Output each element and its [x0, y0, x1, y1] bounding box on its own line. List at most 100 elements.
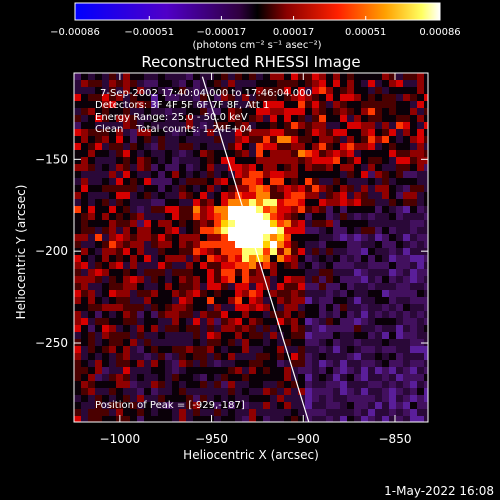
- heatmap-cell: [319, 80, 327, 88]
- heatmap-cell: [165, 101, 173, 109]
- heatmap-cell: [172, 353, 180, 361]
- heatmap-cell: [354, 73, 362, 81]
- heatmap-cell: [116, 136, 124, 144]
- heatmap-cell: [200, 80, 208, 88]
- heatmap-cell: [340, 248, 348, 256]
- heatmap-cell: [347, 171, 355, 179]
- heatmap-cell: [186, 388, 194, 396]
- heatmap-cell: [375, 87, 383, 95]
- heatmap-cell: [270, 108, 278, 116]
- heatmap-cell: [256, 353, 264, 361]
- heatmap-cell: [88, 388, 96, 396]
- heatmap-cell: [74, 332, 82, 340]
- heatmap-cell: [228, 402, 236, 410]
- heatmap-cell: [228, 311, 236, 319]
- heatmap-cell: [326, 283, 334, 291]
- heatmap-cell: [158, 143, 166, 151]
- heatmap-cell: [221, 255, 229, 263]
- heatmap-cell: [102, 101, 110, 109]
- heatmap-cell: [284, 80, 292, 88]
- heatmap-cell: [284, 87, 292, 95]
- heatmap-cell: [410, 395, 418, 403]
- heatmap-cell: [144, 234, 152, 242]
- heatmap-cell: [88, 227, 96, 235]
- heatmap-cell: [102, 108, 110, 116]
- heatmap-cell: [263, 143, 271, 151]
- heatmap-cell: [368, 206, 376, 214]
- heatmap-cell: [249, 73, 257, 81]
- heatmap-cell: [382, 388, 390, 396]
- heatmap-cell: [74, 227, 82, 235]
- heatmap-cell: [333, 353, 341, 361]
- heatmap-cell: [375, 269, 383, 277]
- heatmap-cell: [207, 311, 215, 319]
- heatmap-cell: [200, 213, 208, 221]
- heatmap-cell: [172, 108, 180, 116]
- heatmap-cell: [382, 395, 390, 403]
- heatmap-cell: [410, 87, 418, 95]
- heatmap-cell: [410, 416, 418, 422]
- heatmap-cell: [326, 381, 334, 389]
- heatmap-cell: [235, 311, 243, 319]
- heatmap-cell: [144, 290, 152, 298]
- heatmap-cell: [186, 185, 194, 193]
- heatmap-cell: [95, 136, 103, 144]
- heatmap-cell: [291, 332, 299, 340]
- heatmap-cell: [165, 178, 173, 186]
- heatmap-cell: [417, 297, 425, 305]
- heatmap-cell: [361, 206, 369, 214]
- heatmap-cell: [165, 402, 173, 410]
- heatmap-cell: [186, 402, 194, 410]
- heatmap-cell: [242, 108, 250, 116]
- heatmap-cell: [424, 346, 428, 354]
- heatmap-cell: [361, 395, 369, 403]
- heatmap-cell: [235, 122, 243, 130]
- heatmap-cell: [214, 416, 222, 422]
- heatmap-cell: [417, 325, 425, 333]
- heatmap-cell: [347, 395, 355, 403]
- heatmap-cell: [382, 241, 390, 249]
- heatmap-cell: [354, 122, 362, 130]
- heatmap-cell: [347, 276, 355, 284]
- heatmap-cell: [333, 367, 341, 375]
- heatmap-cell: [403, 136, 411, 144]
- heatmap-cell: [277, 311, 285, 319]
- heatmap-cell: [228, 192, 236, 200]
- heatmap-cell: [298, 311, 306, 319]
- heatmap-cell: [312, 290, 320, 298]
- heatmap-cell: [214, 241, 222, 249]
- heatmap-cell: [116, 311, 124, 319]
- heatmap-cell: [319, 262, 327, 270]
- heatmap-cell: [186, 339, 194, 347]
- heatmap-cell: [207, 157, 215, 165]
- heatmap-cell: [102, 241, 110, 249]
- heatmap-cell: [333, 108, 341, 116]
- heatmap-cell: [340, 73, 348, 81]
- heatmap-cell: [256, 304, 264, 312]
- heatmap-cell: [270, 262, 278, 270]
- heatmap-cell: [249, 318, 257, 326]
- heatmap-cell: [256, 171, 264, 179]
- heatmap-cell: [95, 402, 103, 410]
- heatmap-cell: [151, 346, 159, 354]
- heatmap-cell: [88, 199, 96, 207]
- heatmap-cell: [151, 248, 159, 256]
- heatmap-cell: [214, 367, 222, 375]
- heatmap-cell: [326, 129, 334, 137]
- heatmap-cell: [81, 255, 89, 263]
- heatmap-cell: [298, 213, 306, 221]
- heatmap-cell: [214, 325, 222, 333]
- heatmap-cell: [228, 234, 236, 242]
- heatmap-cell: [333, 192, 341, 200]
- heatmap-cell: [340, 353, 348, 361]
- heatmap-cell: [410, 311, 418, 319]
- heatmap-cell: [326, 199, 334, 207]
- heatmap-cell: [284, 255, 292, 263]
- heatmap-cell: [172, 80, 180, 88]
- heatmap-cell: [193, 129, 201, 137]
- heatmap-cell: [228, 122, 236, 130]
- heatmap-cell: [137, 206, 145, 214]
- heatmap-cell: [256, 283, 264, 291]
- heatmap-cell: [102, 388, 110, 396]
- heatmap-cell: [109, 409, 117, 417]
